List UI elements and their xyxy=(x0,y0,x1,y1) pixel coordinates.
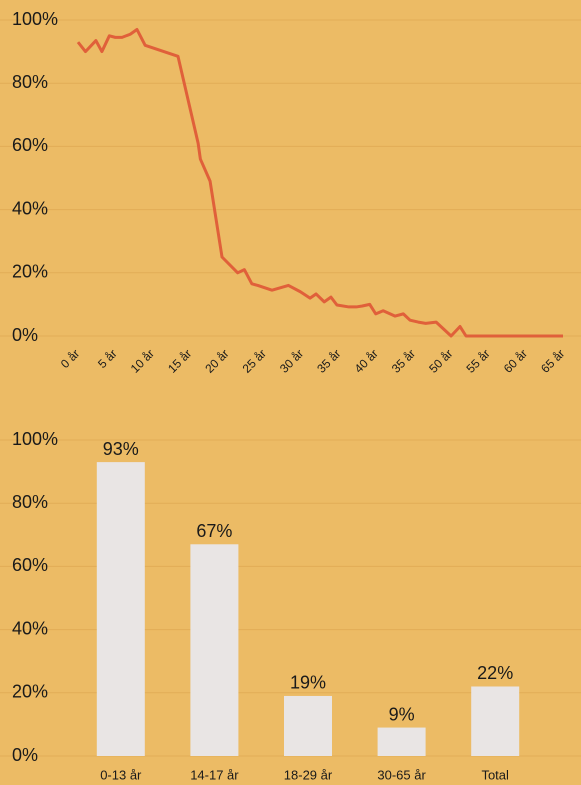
bar xyxy=(96,462,145,756)
x-tick-label: 25 år xyxy=(240,346,269,375)
y-tick-label: 80% xyxy=(12,72,48,92)
x-tick-label: 30-65 år xyxy=(377,767,426,782)
x-tick-label: 40 år xyxy=(352,346,381,375)
x-tick-label: 50 år xyxy=(426,346,455,375)
y-tick-label: 40% xyxy=(12,198,48,218)
value-label: 22% xyxy=(477,663,513,683)
y-tick-label: 80% xyxy=(12,492,48,512)
value-label: 67% xyxy=(196,521,232,541)
value-label: 9% xyxy=(389,704,415,724)
x-tick-label: 10 år xyxy=(128,346,157,375)
x-tick-label: 55 år xyxy=(464,346,493,375)
x-tick-label: 65 år xyxy=(538,346,567,375)
x-tick-label: 15 år xyxy=(165,346,194,375)
y-tick-label: 0% xyxy=(12,745,38,765)
bar xyxy=(284,695,332,756)
x-tick-label: 18-29 år xyxy=(284,767,333,782)
x-tick-label: 5 år xyxy=(95,346,120,371)
y-tick-label: 40% xyxy=(12,618,48,638)
bar xyxy=(471,686,520,756)
value-label: 19% xyxy=(290,673,326,693)
bar xyxy=(377,727,426,756)
x-tick-label: 0-13 år xyxy=(100,767,142,782)
value-label: 93% xyxy=(103,439,139,459)
x-tick-label: 0 år xyxy=(58,346,83,371)
y-tick-label: 60% xyxy=(12,555,48,575)
x-tick-label: 35 år xyxy=(389,346,418,375)
x-tick-label: 35 år xyxy=(314,346,343,375)
x-tick-label: 30 år xyxy=(277,346,306,375)
y-tick-label: 100% xyxy=(12,429,58,449)
y-tick-label: 0% xyxy=(12,325,38,345)
line-series xyxy=(76,27,563,338)
x-tick-label: 60 år xyxy=(501,346,530,375)
y-tick-label: 60% xyxy=(12,135,48,155)
y-tick-label: 100% xyxy=(12,9,58,29)
x-tick-label: 14-17 år xyxy=(190,767,239,782)
x-tick-label: Total xyxy=(481,767,509,782)
y-tick-label: 20% xyxy=(12,262,48,282)
y-tick-label: 20% xyxy=(12,682,48,702)
x-tick-label: 20 år xyxy=(202,346,231,375)
bar xyxy=(190,544,239,756)
